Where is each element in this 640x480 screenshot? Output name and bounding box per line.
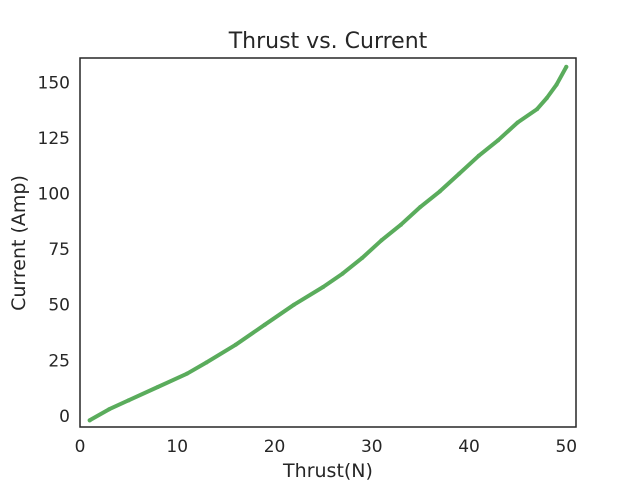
y-tick-label: 75 [48,240,70,260]
data-point [476,153,481,158]
data-point [437,189,442,194]
data-point [554,82,559,87]
x-tick-label: 0 [75,437,86,457]
data-point [107,407,112,412]
data-point [418,204,423,209]
x-axis-ticks: 0 10 20 30 40 50 [75,437,578,457]
data-point [457,171,462,176]
y-tick-label: 100 [38,185,70,205]
data-point [233,342,238,347]
data-point [360,256,365,261]
series-line [87,64,569,423]
data-point [126,398,131,403]
data-point [87,418,92,423]
x-axis-label: Thrust(N) [282,460,373,480]
data-point [515,120,520,125]
chart-title: Thrust vs. Current [228,29,428,54]
y-tick-label: 150 [38,73,70,93]
data-point [291,302,296,307]
data-point [155,384,160,389]
data-point [262,322,267,327]
data-point [204,360,209,365]
data-point [544,96,549,101]
y-tick-label: 50 [48,296,70,316]
data-point [398,222,403,227]
y-tick-label: 0 [59,407,70,427]
data-point [184,371,189,376]
data-point [379,238,384,243]
y-tick-label: 25 [48,351,70,371]
data-point [496,138,501,143]
data-point [535,107,540,112]
x-tick-label: 40 [458,437,480,457]
data-point [340,271,345,276]
y-axis-label: Current (Amp) [8,175,30,311]
plot-area-frame [79,57,577,428]
x-tick-label: 30 [361,437,383,457]
data-point [564,64,569,69]
y-tick-label: 125 [38,129,70,149]
y-axis-ticks: 0 25 50 75 100 125 150 [38,73,70,426]
data-points [87,64,569,423]
x-tick-label: 20 [264,437,286,457]
data-point [321,284,326,289]
x-tick-label: 10 [166,437,188,457]
x-tick-label: 50 [555,437,577,457]
